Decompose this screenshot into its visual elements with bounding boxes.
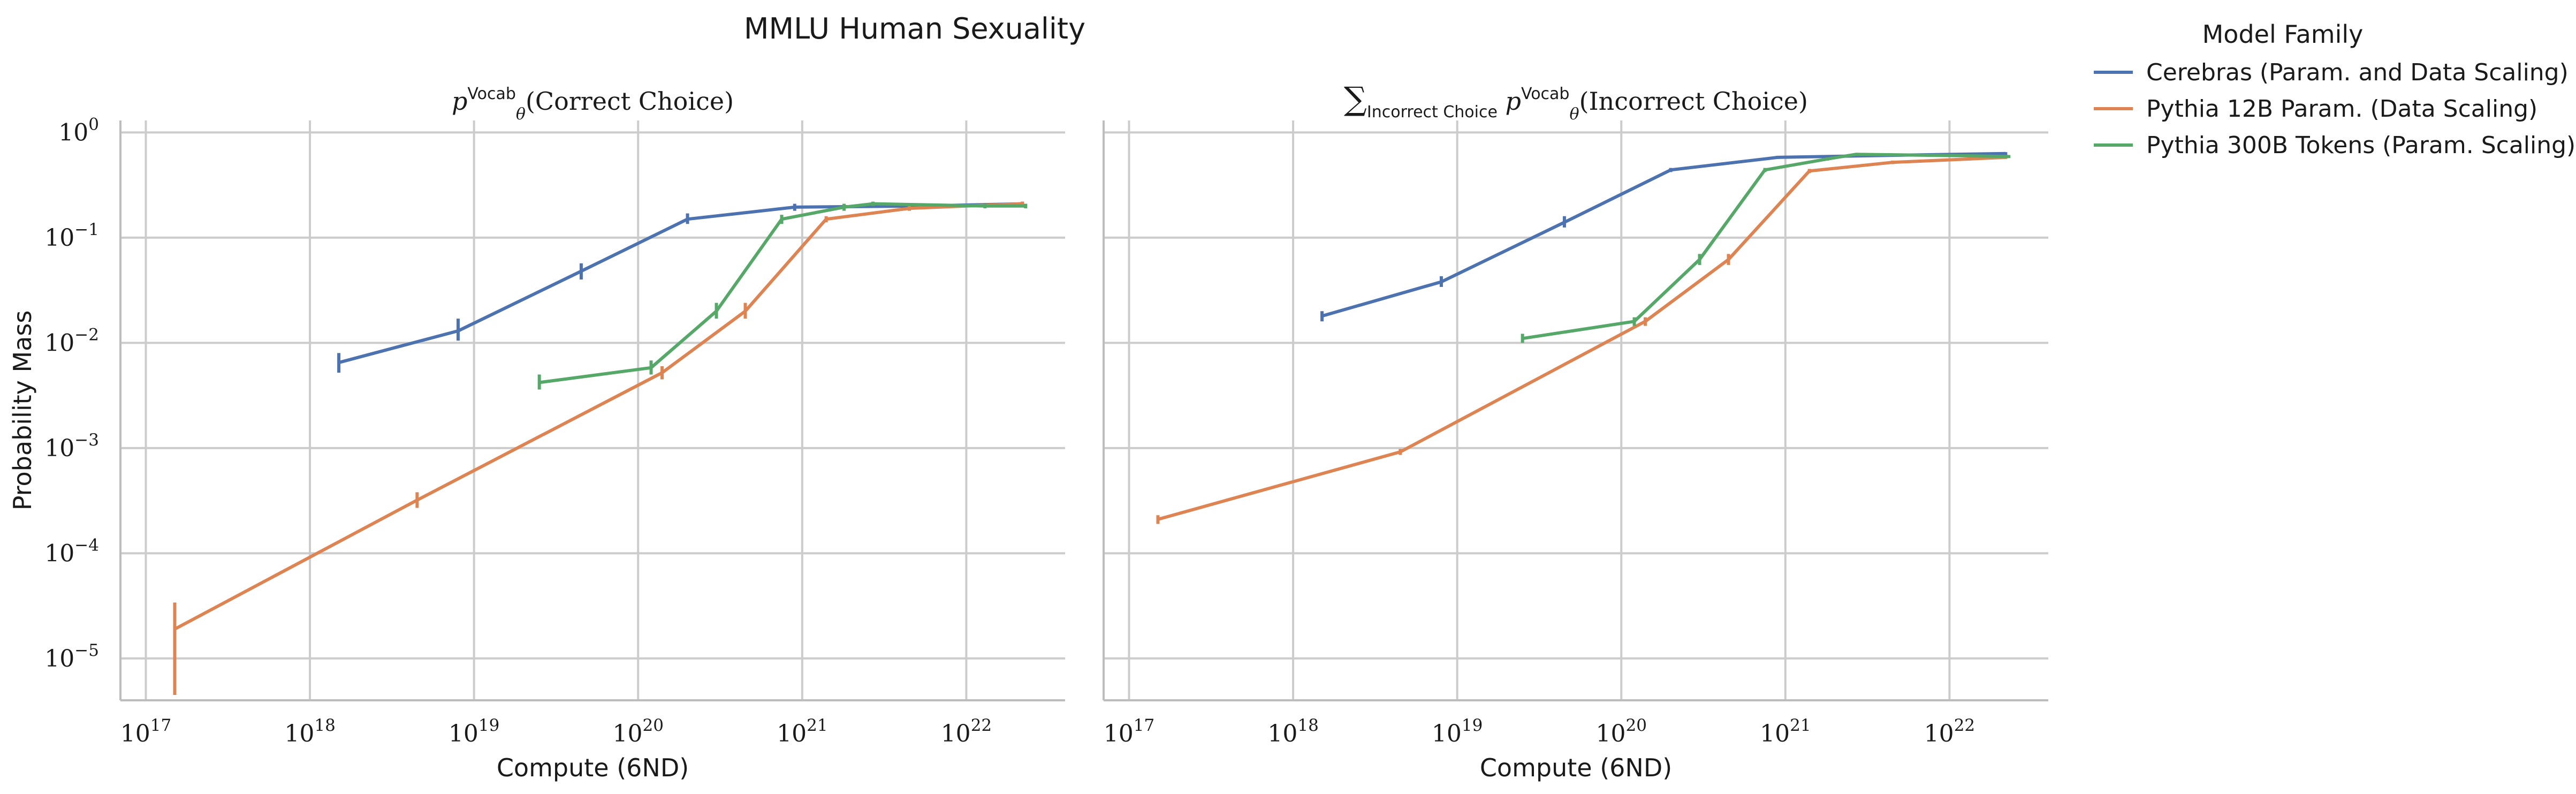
- panel-title: pVocabθ(Correct Choice): [452, 85, 734, 124]
- x-tick-label: 1018: [1267, 716, 1318, 747]
- x-tick-label: 1017: [120, 716, 171, 747]
- series-line: [174, 202, 1023, 631]
- grid: [120, 120, 1065, 700]
- y-tick-label: 10−2: [44, 325, 99, 357]
- series-line: [338, 202, 1023, 364]
- x-axis-label: Compute (6ND): [497, 753, 689, 782]
- legend-label: Pythia 12B Param. (Data Scaling): [2146, 95, 2537, 123]
- series-2: [1156, 155, 2008, 524]
- x-tick-label: 1022: [1924, 716, 1975, 747]
- series-2: [173, 201, 1024, 695]
- series-line: [1522, 153, 2009, 341]
- y-tick-label: 10−5: [44, 641, 99, 672]
- legend-title: Model Family: [2202, 20, 2364, 49]
- x-axis-label: Compute (6ND): [1480, 753, 1672, 782]
- y-axis-label: Probability Mass: [8, 311, 37, 511]
- legend-label: Cerebras (Param. and Data Scaling): [2146, 59, 2569, 86]
- series-1: [337, 201, 1024, 373]
- x-tick-label: 1021: [1760, 716, 1811, 747]
- x-tick-label: 1017: [1104, 716, 1154, 747]
- grid: [1104, 120, 2048, 700]
- y-tick-label: 10−1: [44, 220, 99, 252]
- y-tick-label: 100: [58, 115, 99, 146]
- series-line: [1157, 155, 2006, 521]
- legend-label: Pythia 300B Tokens (Param. Scaling): [2146, 132, 2575, 159]
- y-tick-label: 10−3: [44, 430, 99, 462]
- x-tick-label: 1019: [1432, 716, 1483, 747]
- legend: Model Family Cerebras (Param. and Data S…: [2094, 20, 2575, 159]
- x-tick-label: 1020: [613, 716, 664, 747]
- series-3: [537, 201, 1028, 390]
- x-tick-label: 1018: [284, 716, 335, 747]
- x-tick-label: 1019: [449, 716, 499, 747]
- x-tick-label: 1022: [941, 716, 992, 747]
- series-line: [539, 202, 1026, 384]
- panel-1: 1017 1018 1019 1020 1021 1022 10−5 10−4 10−3 10−2…: [8, 85, 1065, 782]
- panel-2: 1017 1018 1019 1020 1021 1022 Compute (6ND) ∑In…: [1103, 80, 2048, 782]
- y-tick-label: 10−4: [44, 535, 99, 567]
- x-tick-label: 1021: [777, 716, 827, 747]
- figure-title: MMLU Human Sexuality: [744, 12, 1085, 46]
- panel-title: ∑Incorrect Choice pVocabθ(Incorrect Choi…: [1344, 80, 1808, 124]
- series-3: [1521, 153, 2011, 343]
- panels: 1017 1018 1019 1020 1021 1022 10−5 10−4 10−3 10−2…: [8, 80, 2048, 782]
- x-tick-label: 1020: [1596, 716, 1647, 747]
